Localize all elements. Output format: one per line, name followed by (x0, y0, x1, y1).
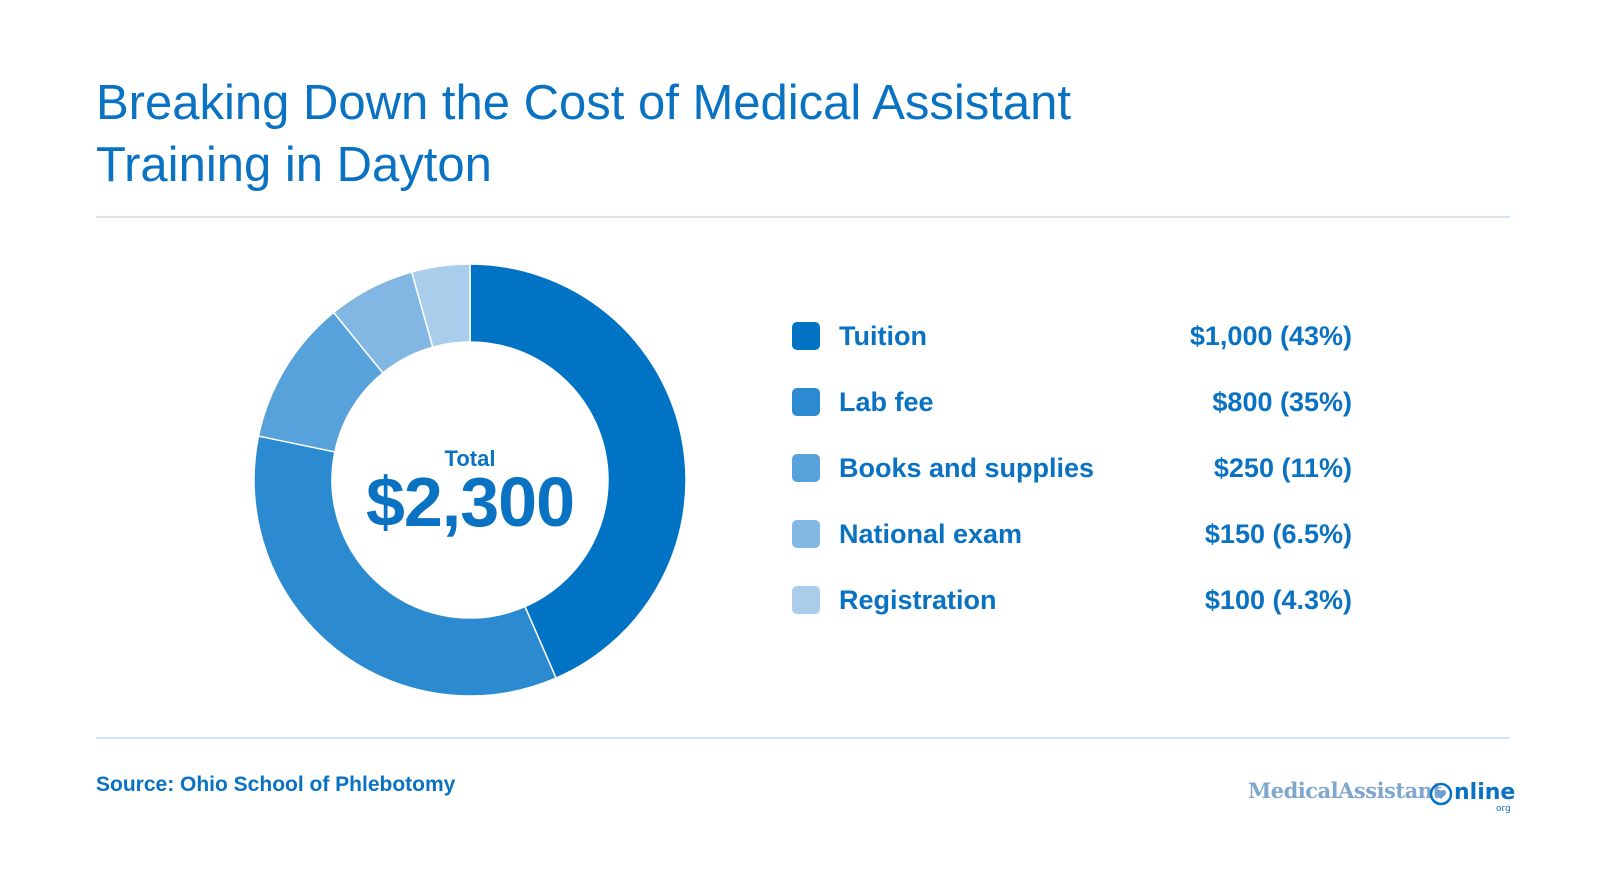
donut-slice-registration (410, 263, 471, 349)
legend-item: Lab fee $800 (35%) (792, 384, 1352, 450)
legend-value: $800 (35%) (1212, 387, 1352, 417)
donut-chart: Total $2,300 (230, 240, 710, 720)
source-note: Source: Ohio School of Phlebotomy (96, 773, 456, 796)
legend-item: Books and supplies $250 (11%) (792, 450, 1352, 516)
top-divider (96, 216, 1510, 218)
total-caption: Total (444, 446, 496, 471)
bottom-divider (96, 737, 1510, 739)
legend-label: National exam (839, 519, 1023, 549)
donut-slice-tuition (469, 263, 687, 680)
donut-slice-lab-fee (253, 435, 558, 697)
chart-title: Breaking Down the Cost of Medical Assist… (96, 72, 1196, 196)
legend-value: $150 (6.5%) (1204, 519, 1352, 549)
brand-logo[interactable]: MedicalAssistant nline org (1248, 776, 1515, 816)
legend-label: Registration (839, 585, 997, 615)
legend-item: National exam $150 (6.5%) (792, 516, 1352, 582)
chart-legend: Tuition $1,000 (43%) Lab fee $800 (35%) Book… (792, 318, 1352, 648)
logo-text-part2: nline (1454, 780, 1516, 805)
title-line-2: Training in Dayton (96, 138, 492, 192)
legend-item: Registration $100 (4.3%) (792, 582, 1352, 648)
legend-item: Tuition $1,000 (43%) (792, 318, 1352, 384)
stethoscope-heart-icon (1429, 782, 1453, 806)
legend-value: $250 (11%) (1213, 453, 1352, 483)
total-value: $2,300 (365, 463, 575, 541)
logo-suffix: org (1496, 804, 1511, 814)
legend-swatch (792, 586, 820, 614)
legend-swatch (792, 322, 820, 350)
legend-label: Tuition (839, 321, 927, 351)
legend-label: Books and supplies (839, 453, 1095, 483)
logo-text-part1: MedicalAssistant (1248, 778, 1442, 803)
title-line-1: Breaking Down the Cost of Medical Assist… (96, 76, 1072, 130)
legend-swatch (792, 388, 820, 416)
legend-label: Lab fee (839, 387, 934, 417)
legend-value: $1,000 (43%) (1189, 321, 1352, 351)
legend-swatch (792, 520, 820, 548)
legend-swatch (792, 454, 820, 482)
donut-svg (253, 263, 687, 697)
legend-value: $100 (4.3%) (1204, 585, 1352, 615)
